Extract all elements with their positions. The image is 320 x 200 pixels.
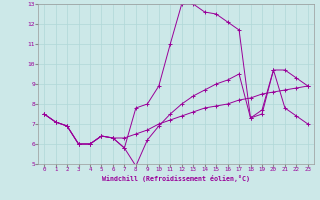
X-axis label: Windchill (Refroidissement éolien,°C): Windchill (Refroidissement éolien,°C)	[102, 175, 250, 182]
